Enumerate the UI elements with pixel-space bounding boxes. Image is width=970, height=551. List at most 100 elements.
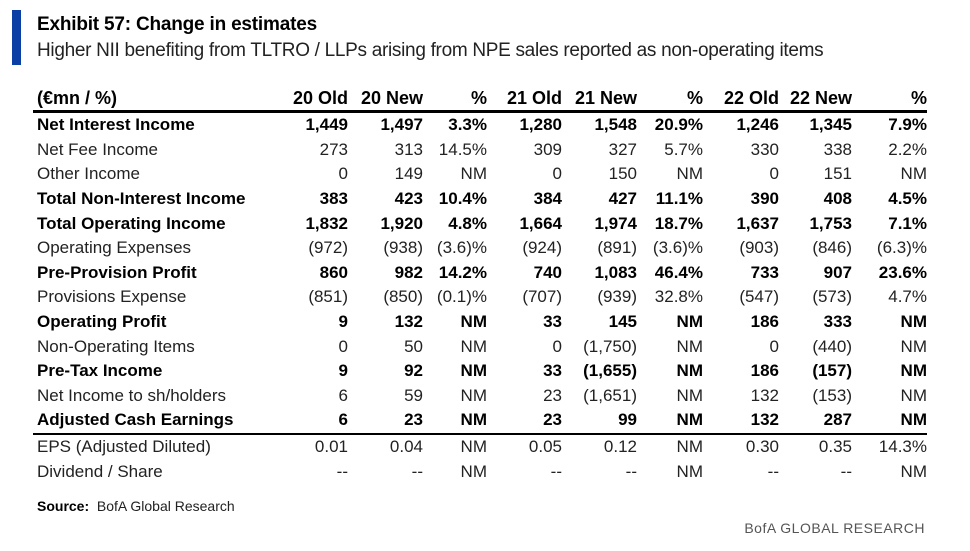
table-cell: -- (767, 461, 779, 481)
table-cell: (153) (812, 385, 852, 405)
table-cell: 427 (608, 189, 637, 209)
table-cell: 14.3% (878, 437, 927, 457)
table-cell: 330 (750, 139, 779, 159)
table-cell: (3.6)% (436, 238, 487, 258)
table-cell: 0 (552, 164, 562, 184)
table-cell: NM (676, 437, 703, 457)
table-row: Pre-Tax Income 9 92 NM 33 (1,655) NM 186 (157) NM (33, 359, 927, 384)
table-cell: NM (900, 312, 927, 332)
row-label: Dividend / Share (37, 461, 163, 481)
table-cell: 23 (348, 408, 423, 435)
table-cell: (972) (308, 238, 348, 258)
table-row: Total Operating Income 1,832 1,920 4.8% 1,66… (33, 211, 927, 236)
table-cell: 2.2% (888, 139, 927, 159)
row-label: Net Fee Income (37, 139, 158, 159)
table-cell: 23.6% (878, 262, 927, 282)
table-cell: (707) (522, 287, 562, 307)
source-note: Source: BofA Global Research (37, 498, 235, 514)
table-cell: 151 (823, 164, 852, 184)
table-cell: 14.2% (438, 262, 487, 282)
table-cell: 0 (338, 336, 348, 356)
table-cell: 33 (543, 361, 562, 381)
row-label: Other Income (37, 164, 140, 184)
table-cell: 0.35 (818, 437, 852, 457)
table-header-row: (€mn / %) 20 Old 20 New% 21 Old 21 New% 22 Ol… (33, 86, 927, 113)
table-cell: 982 (394, 262, 423, 282)
table-cell: 3.3% (448, 115, 487, 135)
column-header: 20 Old (283, 86, 348, 113)
table-cell: 149 (394, 164, 423, 184)
column-header: 22 Old (703, 86, 779, 113)
table-cell: (1,655) (583, 361, 637, 381)
table-cell: 0.01 (314, 437, 348, 457)
row-label: Adjusted Cash Earnings (33, 408, 283, 435)
table-cell: 50 (404, 336, 423, 356)
table-cell: NM (676, 164, 703, 184)
table-cell: (573) (812, 287, 852, 307)
table-cell: 99 (562, 408, 637, 435)
table-cell: 33 (543, 312, 562, 332)
table-cell: (440) (812, 336, 852, 356)
table-cell: 0.04 (389, 437, 423, 457)
table-cell: NM (900, 336, 927, 356)
row-label: Non-Operating Items (37, 336, 195, 356)
table-row: Pre-Provision Profit 860 982 14.2% 740 1,083 4… (33, 261, 927, 286)
table-cell: 1,920 (380, 213, 423, 233)
table-cell: 860 (319, 262, 348, 282)
table-row: Total Non-Interest Income 383 423 10.4% 384 4… (33, 187, 927, 212)
table-cell: NM (423, 408, 487, 435)
table-cell: NM (676, 361, 703, 381)
table-row: Operating Expenses (972) (938) (3.6)% (924) (… (33, 236, 927, 261)
table-cell: 186 (750, 312, 779, 332)
column-header: % (637, 86, 703, 113)
row-label: Total Non-Interest Income (37, 189, 246, 209)
table-cell: 6 (338, 385, 348, 405)
table-cell: 1,345 (809, 115, 852, 135)
table-row: Adjusted Cash Earnings 6 23 NM 23 99 NM 132 287 N… (33, 408, 927, 435)
table-cell: 132 (750, 385, 779, 405)
table-cell: 59 (404, 385, 423, 405)
table-cell: (924) (522, 238, 562, 258)
exhibit-title: Exhibit 57: Change in estimates (37, 14, 317, 35)
row-label: Operating Expenses (37, 238, 192, 258)
table-cell: 4.8% (448, 213, 487, 233)
table-cell: 11.1% (655, 189, 703, 209)
table-cell: NM (900, 164, 927, 184)
table-cell: 7.1% (888, 213, 927, 233)
table-cell: NM (460, 312, 487, 332)
table-row: Dividend / Share -- -- NM -- -- NM -- -- NM (33, 459, 927, 484)
row-label: Net Interest Income (37, 115, 195, 135)
table-cell: NM (900, 461, 927, 481)
table-cell: (846) (812, 238, 852, 258)
table-cell: 0 (338, 164, 348, 184)
table-cell: NM (637, 408, 703, 435)
table-cell: 338 (823, 139, 852, 159)
table-cell: NM (676, 461, 703, 481)
table-cell: 309 (533, 139, 562, 159)
table-cell: NM (460, 437, 487, 457)
table-row: Net Fee Income 273 313 14.5% 309 327 5.7% 330 33… (33, 138, 927, 163)
table-row: Non-Operating Items 0 50 NM 0 (1,750) NM 0 (440)… (33, 334, 927, 359)
table-cell: (850) (383, 287, 423, 307)
table-cell: 186 (750, 361, 779, 381)
table-cell: 1,753 (809, 213, 852, 233)
table-cell: (0.1)% (436, 287, 487, 307)
table-cell: NM (460, 164, 487, 184)
table-cell: 4.5% (888, 189, 927, 209)
column-header: 21 New (562, 86, 637, 113)
table-cell: 1,974 (594, 213, 637, 233)
table-cell: NM (460, 385, 487, 405)
table-cell: 150 (608, 164, 637, 184)
table-cell: 5.7% (664, 139, 703, 159)
table-cell: NM (676, 312, 703, 332)
row-label: Pre-Provision Profit (37, 262, 197, 282)
table-cell: (903) (739, 238, 779, 258)
table-cell: 384 (533, 189, 562, 209)
table-cell: (938) (383, 238, 423, 258)
table-cell: (157) (812, 361, 852, 381)
table-cell: 0 (769, 336, 779, 356)
table-cell: NM (460, 461, 487, 481)
header-units: (€mn / %) (33, 86, 283, 113)
table-cell: 145 (608, 312, 637, 332)
table-cell: (3.6)% (652, 238, 703, 258)
